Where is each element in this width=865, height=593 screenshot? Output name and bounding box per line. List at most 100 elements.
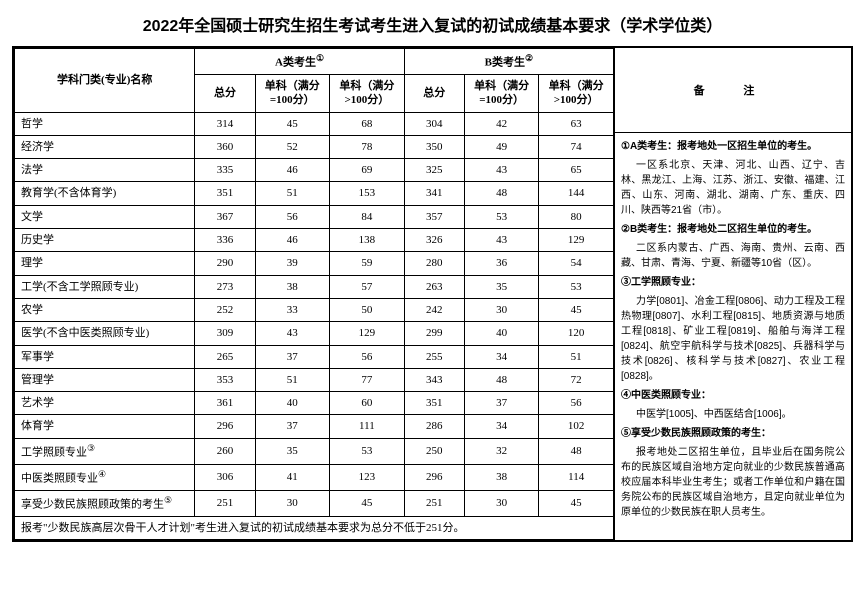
note-2-title: ②B类考生：报考地处二区招生单位的考生。	[621, 222, 845, 237]
row-subject: 艺术学	[15, 392, 195, 415]
score-cell: 357	[404, 205, 464, 228]
score-cell: 43	[464, 229, 539, 252]
score-cell: 299	[404, 322, 464, 345]
table-row: 艺术学36140603513756	[15, 392, 614, 415]
table-row: 管理学35351773434872	[15, 368, 614, 391]
score-cell: 72	[539, 368, 614, 391]
table-wrapper: 学科门类(专业)名称 A类考生① B类考生② 总分 单科（满分=100分） 单科…	[12, 46, 853, 542]
score-cell: 69	[330, 159, 405, 182]
score-cell: 38	[255, 275, 330, 298]
score-cell: 242	[404, 298, 464, 321]
score-cell: 63	[539, 112, 614, 135]
note-5-title: ⑤享受少数民族照顾政策的考生：	[621, 426, 845, 441]
score-cell: 314	[195, 112, 255, 135]
score-cell: 54	[539, 252, 614, 275]
score-cell: 56	[255, 205, 330, 228]
note-4-title: ④中医类照顾专业：	[621, 388, 845, 403]
note-5-body: 报考地处二区招生单位，且毕业后在国务院公布的民族区域自治地方定向就业的少数民族普…	[621, 445, 845, 520]
score-cell: 53	[539, 275, 614, 298]
score-cell: 336	[195, 229, 255, 252]
score-cell: 129	[539, 229, 614, 252]
score-table: 学科门类(专业)名称 A类考生① B类考生② 总分 单科（满分=100分） 单科…	[14, 48, 614, 540]
score-cell: 367	[195, 205, 255, 228]
score-cell: 351	[195, 182, 255, 205]
header-sub100-b: 单科（满分=100分）	[464, 74, 539, 112]
score-cell: 296	[195, 415, 255, 438]
score-cell: 343	[404, 368, 464, 391]
score-cell: 251	[195, 490, 255, 516]
score-cell: 129	[330, 322, 405, 345]
row-subject: 哲学	[15, 112, 195, 135]
score-cell: 351	[404, 392, 464, 415]
score-cell: 49	[464, 135, 539, 158]
table-row: 享受少数民族照顾政策的考生⑤25130452513045	[15, 490, 614, 516]
row-subject: 体育学	[15, 415, 195, 438]
row-subject: 法学	[15, 159, 195, 182]
score-cell: 309	[195, 322, 255, 345]
note-3-title: ③工学照顾专业：	[621, 275, 845, 290]
header-subject: 学科门类(专业)名称	[15, 49, 195, 113]
score-cell: 41	[255, 464, 330, 490]
score-cell: 43	[464, 159, 539, 182]
score-cell: 53	[464, 205, 539, 228]
table-row: 法学33546693254365	[15, 159, 614, 182]
score-cell: 255	[404, 345, 464, 368]
notes-container: 备 注 ①A类考生：报考地处一区招生单位的考生。 一区系北京、天津、河北、山西、…	[615, 48, 851, 540]
score-cell: 51	[255, 182, 330, 205]
score-cell: 34	[464, 415, 539, 438]
score-cell: 325	[404, 159, 464, 182]
score-cell: 46	[255, 159, 330, 182]
row-subject: 教育学(不含体育学)	[15, 182, 195, 205]
row-subject: 中医类照顾专业④	[15, 464, 195, 490]
score-cell: 35	[255, 438, 330, 464]
score-cell: 286	[404, 415, 464, 438]
score-cell: 114	[539, 464, 614, 490]
score-cell: 45	[255, 112, 330, 135]
score-cell: 77	[330, 368, 405, 391]
score-cell: 361	[195, 392, 255, 415]
score-cell: 40	[255, 392, 330, 415]
score-cell: 30	[464, 490, 539, 516]
score-cell: 123	[330, 464, 405, 490]
row-subject: 理学	[15, 252, 195, 275]
score-cell: 265	[195, 345, 255, 368]
header-subover100-a: 单科（满分>100分）	[330, 74, 405, 112]
score-cell: 260	[195, 438, 255, 464]
score-cell: 45	[539, 490, 614, 516]
score-cell: 335	[195, 159, 255, 182]
row-subject: 享受少数民族照顾政策的考生⑤	[15, 490, 195, 516]
score-cell: 45	[330, 490, 405, 516]
score-cell: 59	[330, 252, 405, 275]
score-cell: 120	[539, 322, 614, 345]
score-cell: 68	[330, 112, 405, 135]
table-row: 工学(不含工学照顾专业)27338572633553	[15, 275, 614, 298]
score-cell: 306	[195, 464, 255, 490]
score-cell: 51	[539, 345, 614, 368]
score-cell: 80	[539, 205, 614, 228]
row-subject: 军事学	[15, 345, 195, 368]
score-cell: 51	[255, 368, 330, 391]
table-row: 文学36756843575380	[15, 205, 614, 228]
table-row: 中医类照顾专业④3064112329638114	[15, 464, 614, 490]
score-cell: 56	[539, 392, 614, 415]
score-cell: 251	[404, 490, 464, 516]
score-cell: 48	[539, 438, 614, 464]
score-cell: 138	[330, 229, 405, 252]
score-cell: 353	[195, 368, 255, 391]
score-cell: 30	[464, 298, 539, 321]
score-cell: 360	[195, 135, 255, 158]
score-cell: 341	[404, 182, 464, 205]
score-cell: 35	[464, 275, 539, 298]
score-cell: 39	[255, 252, 330, 275]
header-sub100-a: 单科（满分=100分）	[255, 74, 330, 112]
notes-header: 备 注	[615, 48, 851, 133]
table-row: 医学(不含中医类照顾专业)3094312929940120	[15, 322, 614, 345]
score-cell: 37	[255, 345, 330, 368]
table-row: 体育学2963711128634102	[15, 415, 614, 438]
score-cell: 36	[464, 252, 539, 275]
table-row: 经济学36052783504974	[15, 135, 614, 158]
score-cell: 78	[330, 135, 405, 158]
score-cell: 350	[404, 135, 464, 158]
score-cell: 48	[464, 368, 539, 391]
row-subject: 工学(不含工学照顾专业)	[15, 275, 195, 298]
